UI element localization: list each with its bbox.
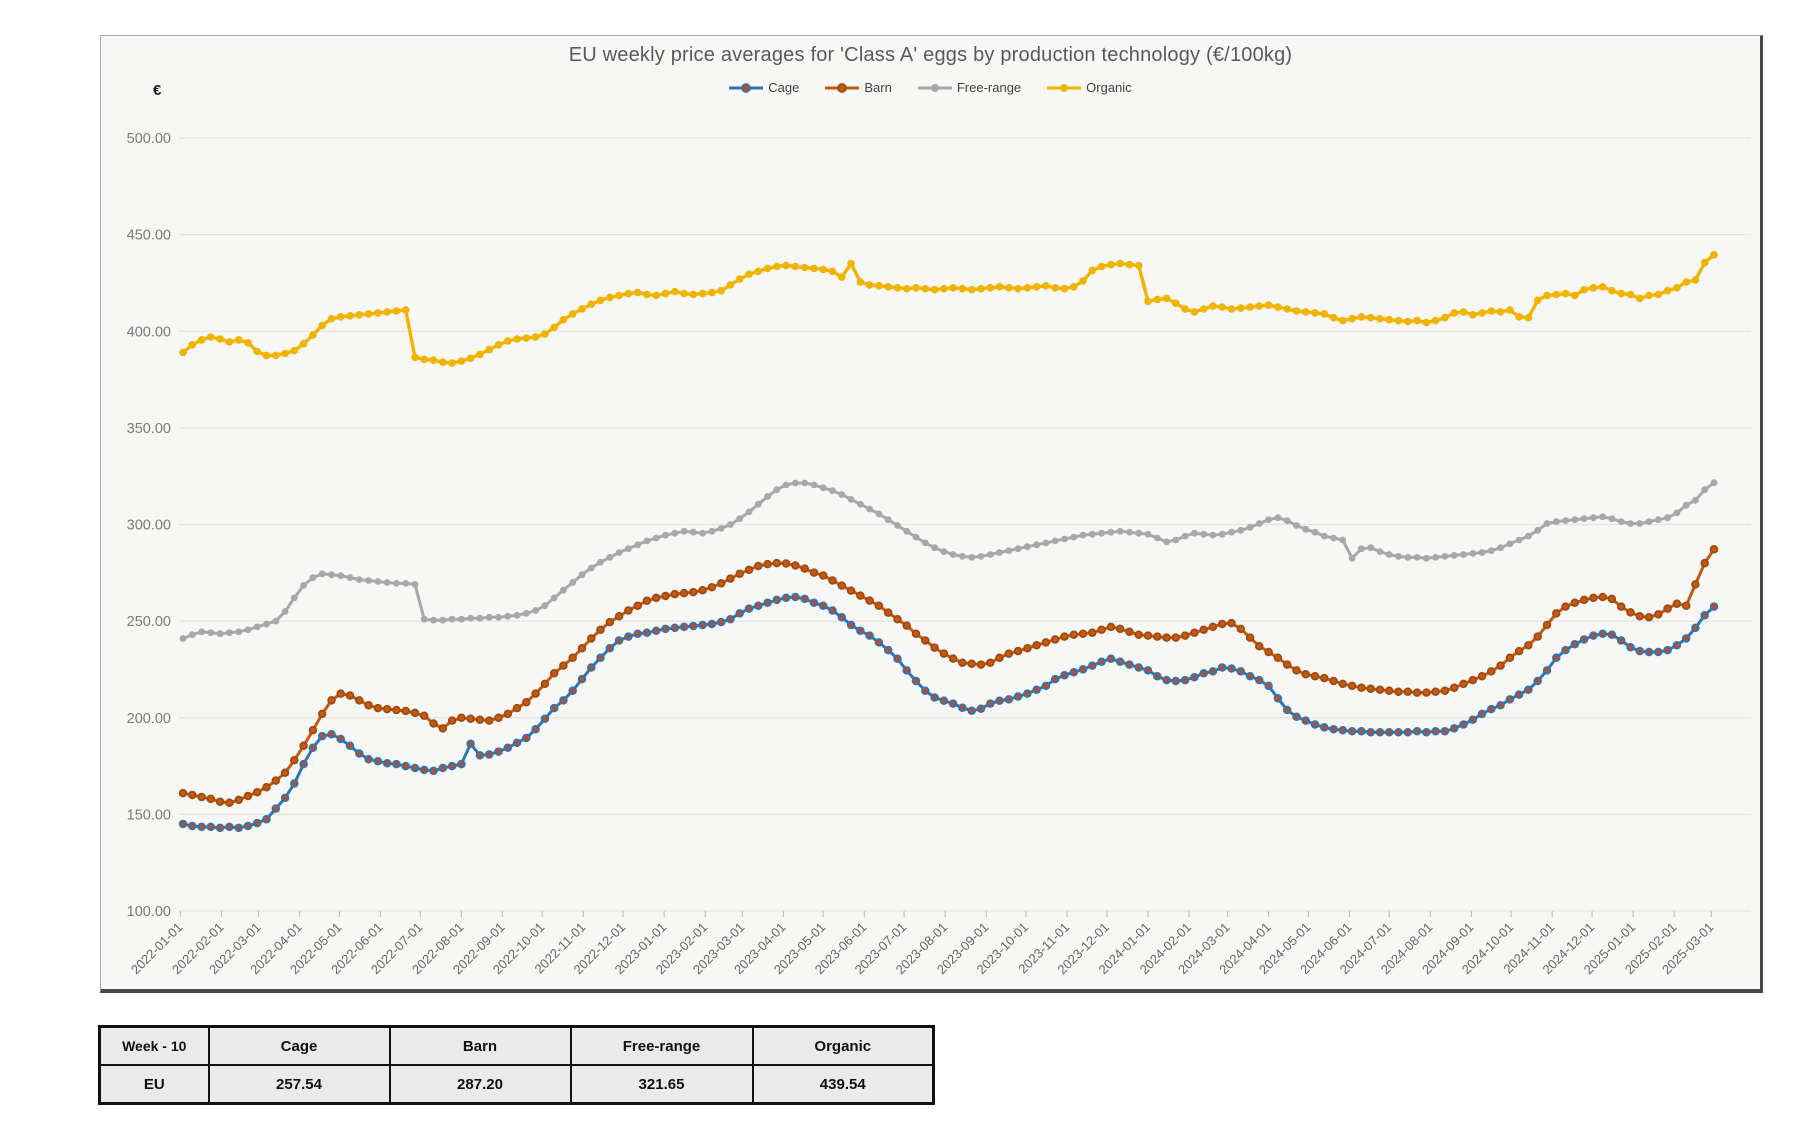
- gridlines: [179, 137, 1751, 912]
- table-header-barn: Barn: [388, 1025, 572, 1066]
- legend-label: Free-range: [956, 80, 1022, 95]
- table-header-free-range: Free-range: [569, 1025, 754, 1066]
- table-header-cage: Cage: [207, 1025, 391, 1066]
- legend-label: Cage: [768, 80, 800, 95]
- table-cell-organic-value: 439.54: [751, 1064, 935, 1105]
- chart-plot: 100.00 150.00 200.00 250.00 300.00 350.00 400.…: [127, 131, 1751, 978]
- svg-text:350.00: 350.00: [127, 421, 171, 437]
- svg-text:250.00: 250.00: [127, 614, 171, 630]
- cage-series-icon: [729, 82, 764, 93]
- chart-area: 100.00 150.00 200.00 250.00 300.00 350.00 400.…: [100, 35, 1763, 993]
- series-cage: [178, 592, 1719, 833]
- table-header-week: Week - 10: [98, 1025, 210, 1066]
- series-free-range: [179, 479, 1718, 642]
- legend-label: Barn: [864, 80, 892, 95]
- summary-table: Week - 10 Cage Barn Free-range Organic E…: [98, 1025, 935, 1105]
- svg-text:450.00: 450.00: [127, 228, 171, 244]
- table-cell-region: EU: [98, 1064, 210, 1105]
- series-organic: [179, 251, 1718, 367]
- svg-text:100.00: 100.00: [127, 904, 171, 920]
- y-axis-labels: 100.00 150.00 200.00 250.00 300.00 350.00 400.…: [127, 131, 171, 920]
- svg-text:500.00: 500.00: [127, 131, 171, 147]
- legend-item-organic: Organic: [1047, 80, 1132, 95]
- svg-text:200.00: 200.00: [127, 711, 171, 727]
- chart-legend: Cage Barn Free-range Organic: [101, 80, 1760, 95]
- currency-axis-label: €: [153, 82, 162, 99]
- table-cell-barn-value: 287.20: [388, 1064, 572, 1105]
- svg-text:300.00: 300.00: [127, 518, 171, 534]
- x-axis-ticks: [179, 911, 1712, 917]
- barn-series-icon: [825, 82, 860, 93]
- svg-text:400.00: 400.00: [127, 324, 171, 340]
- series-barn: [178, 544, 1719, 808]
- table-cell-cage-value: 257.54: [207, 1064, 391, 1105]
- legend-item-barn: Barn: [825, 80, 892, 95]
- organic-series-icon: [1047, 83, 1082, 92]
- table-row: EU 257.54 287.20 321.65 439.54: [98, 1064, 935, 1105]
- table-header-organic: Organic: [751, 1025, 935, 1066]
- legend-item-cage: Cage: [729, 80, 799, 95]
- legend-label: Organic: [1086, 80, 1132, 95]
- table-cell-free-range-value: 321.65: [569, 1064, 754, 1105]
- x-axis-labels: 2022-01-012022-02-012022-03-012022-04-01…: [128, 920, 1717, 978]
- svg-text:150.00: 150.00: [127, 807, 171, 823]
- chart-title: EU weekly price averages for 'Class A' e…: [568, 44, 1293, 66]
- table-header-row: Week - 10 Cage Barn Free-range Organic: [98, 1025, 935, 1066]
- free-range-series-icon: [917, 83, 952, 92]
- legend-item-free-range: Free-range: [917, 80, 1022, 95]
